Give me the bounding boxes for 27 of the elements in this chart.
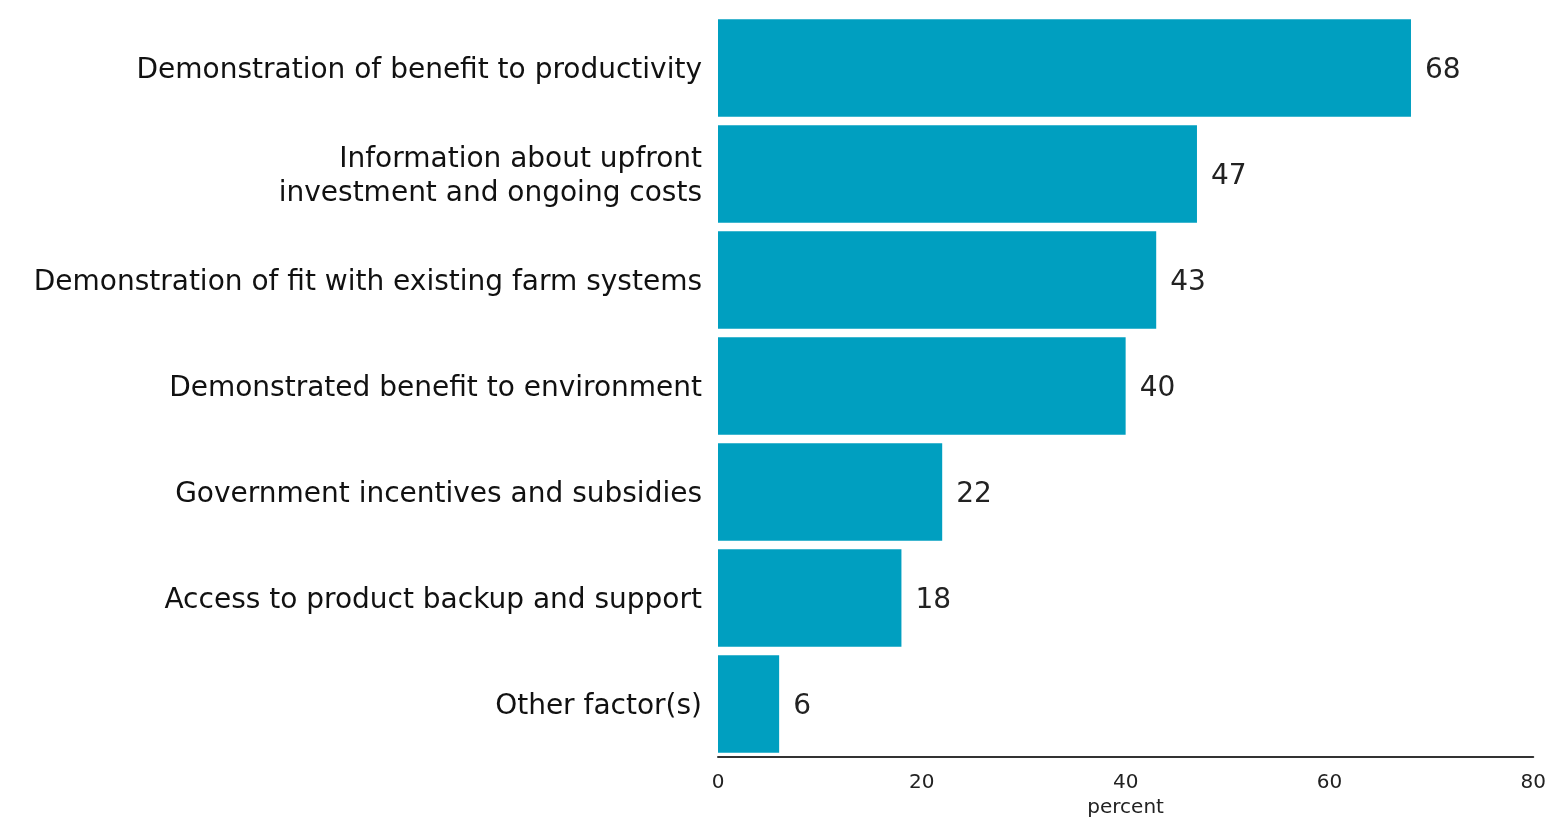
data-label: 68 (1424, 51, 1461, 85)
y-tick-label: Demonstration of fit with existing farm systems (33, 263, 702, 297)
x-tick-label: 60 (1316, 769, 1343, 794)
y-tick-label: Demonstration of benefit to productivity (136, 51, 702, 85)
y-tick-label: Information about upfront investment and ongoing costs (278, 140, 703, 208)
bar (718, 125, 1197, 223)
bar (718, 231, 1157, 329)
y-tick-label: Demonstrated benefit to environment (169, 369, 703, 403)
x-tick-label: 80 (1520, 769, 1546, 794)
data-label: 22 (956, 475, 992, 509)
x-tick-label: 20 (909, 769, 935, 794)
y-tick-label: Government incentives and subsidies (175, 475, 702, 509)
y-tick-label: Other factor(s) (495, 687, 702, 721)
bar (718, 19, 1411, 117)
x-tick-label: 0 (711, 769, 725, 794)
bar (718, 443, 943, 541)
data-label: 43 (1170, 263, 1206, 297)
bar (718, 655, 780, 753)
data-label: 40 (1139, 369, 1176, 403)
bar (718, 337, 1126, 435)
x-tick-label: 40 (1112, 769, 1139, 794)
x-axis-title: percent (1087, 794, 1165, 818)
y-tick-label: Access to product backup and support (164, 581, 703, 615)
data-label: 18 (915, 581, 952, 615)
data-label: 6 (793, 687, 811, 721)
bar (718, 549, 902, 647)
data-label: 47 (1210, 157, 1247, 191)
